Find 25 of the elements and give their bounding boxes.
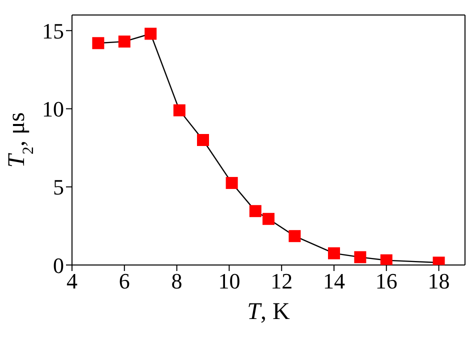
x-tick-label: 6 bbox=[118, 268, 130, 294]
x-tick-label: 16 bbox=[375, 268, 398, 294]
point bbox=[226, 176, 238, 189]
y-tick-label: 0 bbox=[53, 252, 64, 278]
x-tick-label: 8 bbox=[171, 268, 182, 294]
point bbox=[262, 212, 274, 225]
y-tick-label: 10 bbox=[42, 96, 64, 122]
y-tick-label: 15 bbox=[42, 18, 64, 44]
point bbox=[197, 134, 209, 146]
x-tick-label: 4 bbox=[66, 268, 78, 294]
x-tick-label: 12 bbox=[270, 268, 293, 294]
y-tick-label: 5 bbox=[53, 174, 64, 200]
x-tick-label: 14 bbox=[323, 268, 345, 294]
x-axis-title: T, K bbox=[247, 299, 291, 325]
point bbox=[249, 205, 262, 218]
point bbox=[118, 36, 130, 48]
point bbox=[354, 251, 366, 264]
x-tick-label: 18 bbox=[428, 268, 450, 294]
point bbox=[144, 28, 157, 40]
x-tick-label: 10 bbox=[218, 268, 240, 294]
point bbox=[173, 104, 186, 116]
point bbox=[380, 254, 392, 265]
point bbox=[288, 230, 301, 242]
point bbox=[328, 247, 340, 260]
point bbox=[92, 37, 104, 50]
